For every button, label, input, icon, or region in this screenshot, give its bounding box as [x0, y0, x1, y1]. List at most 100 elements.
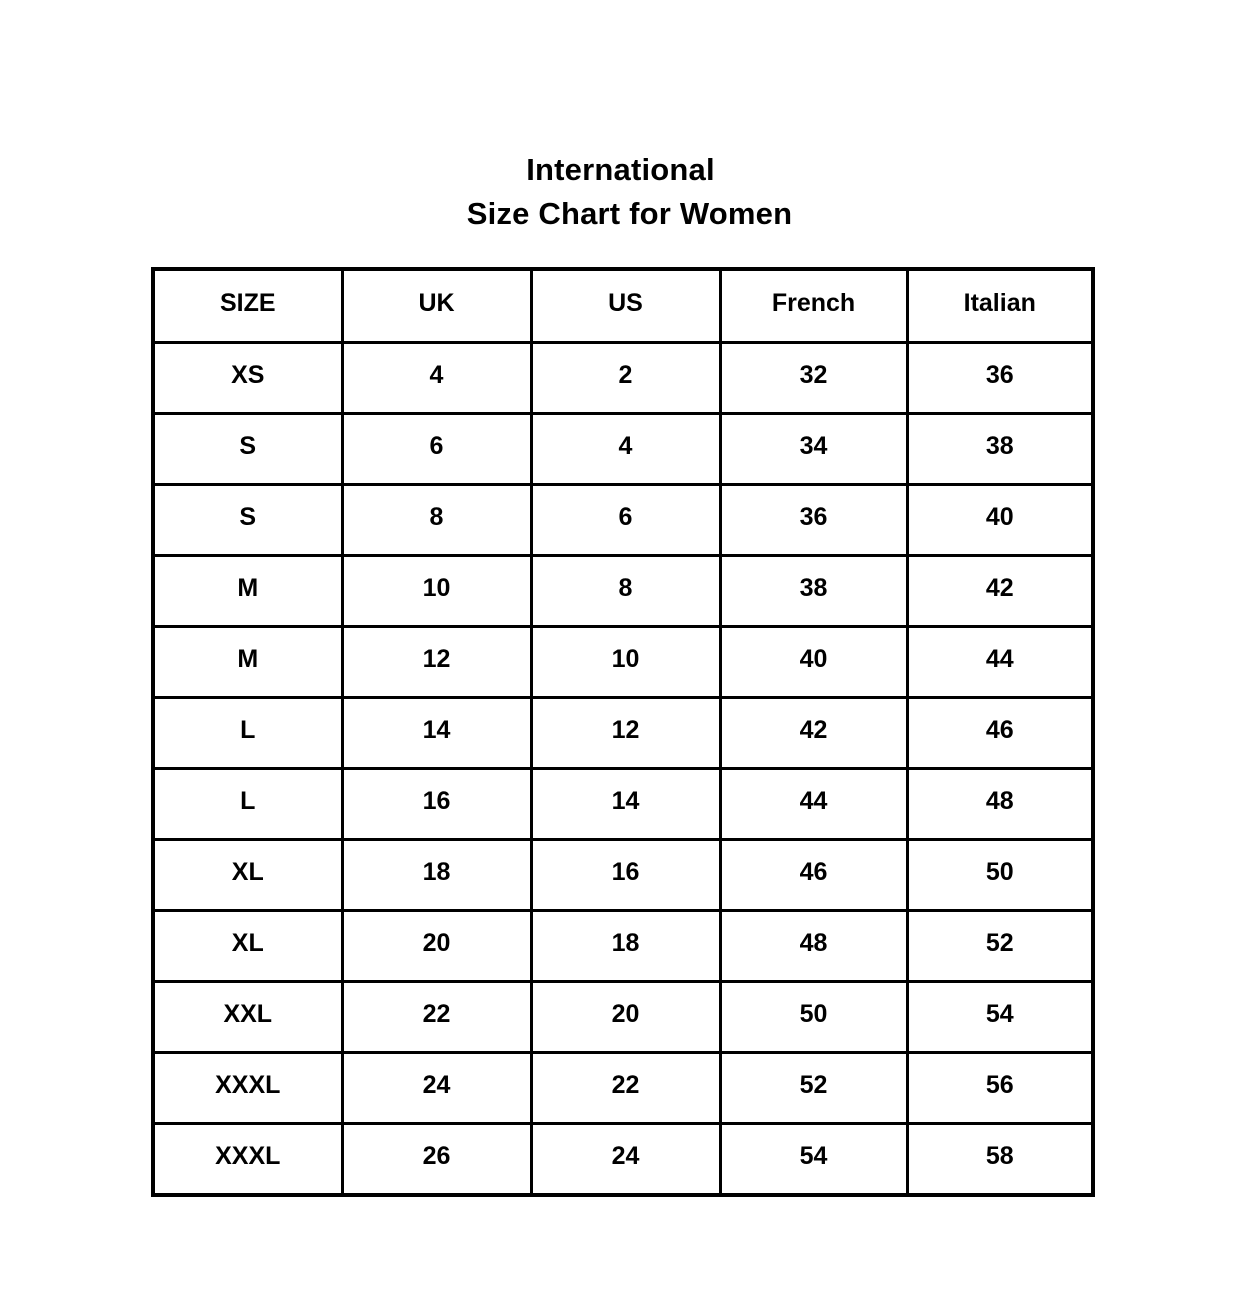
- column-header-french-label: French: [771, 288, 856, 317]
- cell-size: XL: [151, 909, 344, 983]
- cell-size-value: L: [240, 715, 256, 744]
- cell-us-value: 16: [611, 857, 640, 886]
- cell-italian-value: 48: [985, 786, 1014, 815]
- cell-italian-value: 56: [985, 1070, 1014, 1099]
- cell-us: 24: [529, 1122, 722, 1197]
- cell-uk: 8: [340, 483, 533, 557]
- cell-size: L: [151, 696, 344, 770]
- size-chart-table-container: SIZE UK US French Italian: [151, 267, 1095, 1197]
- cell-us-value: 8: [618, 573, 633, 602]
- cell-french: 42: [718, 696, 909, 770]
- cell-size-value: XXL: [223, 999, 273, 1028]
- cell-us-value: 10: [611, 644, 640, 673]
- cell-italian: 36: [905, 341, 1095, 415]
- cell-size: XS: [151, 341, 344, 415]
- cell-italian: 38: [905, 412, 1095, 486]
- cell-uk-value: 22: [422, 999, 451, 1028]
- cell-uk: 20: [340, 909, 533, 983]
- cell-uk: 24: [340, 1051, 533, 1125]
- cell-uk-value: 20: [422, 928, 451, 957]
- cell-italian-value: 36: [985, 360, 1014, 389]
- cell-us: 8: [529, 554, 722, 628]
- column-header-us-label: US: [608, 288, 643, 317]
- cell-french-value: 48: [799, 928, 828, 957]
- cell-us-value: 24: [611, 1141, 640, 1170]
- cell-french-value: 52: [799, 1070, 828, 1099]
- cell-size-value: L: [240, 786, 256, 815]
- cell-italian-value: 40: [985, 502, 1014, 531]
- table-row: XXXL 26 24 54 58: [151, 1122, 1095, 1197]
- cell-size: XXL: [151, 980, 344, 1054]
- cell-us: 10: [529, 625, 722, 699]
- cell-italian-value: 54: [985, 999, 1014, 1028]
- cell-uk: 22: [340, 980, 533, 1054]
- cell-us-value: 18: [611, 928, 640, 957]
- cell-italian-value: 42: [985, 573, 1014, 602]
- table-row: XXXL 24 22 52 56: [151, 1051, 1095, 1125]
- cell-size: XXXL: [151, 1122, 344, 1197]
- column-header-us: US: [529, 267, 722, 344]
- cell-french: 54: [718, 1122, 909, 1197]
- cell-us-value: 14: [611, 786, 640, 815]
- cell-size: M: [151, 554, 344, 628]
- cell-size-value: M: [237, 644, 259, 673]
- cell-french-value: 50: [799, 999, 828, 1028]
- table-row: S 8 6 36 40: [151, 483, 1095, 557]
- cell-italian-value: 58: [985, 1141, 1014, 1170]
- cell-uk-value: 18: [422, 857, 451, 886]
- size-chart-table: SIZE UK US French Italian: [151, 267, 1095, 1197]
- cell-uk: 14: [340, 696, 533, 770]
- column-header-size: SIZE: [151, 267, 344, 344]
- cell-french-value: 44: [799, 786, 828, 815]
- cell-uk: 6: [340, 412, 533, 486]
- table-row: M 12 10 40 44: [151, 625, 1095, 699]
- cell-italian: 56: [905, 1051, 1095, 1125]
- cell-french-value: 34: [799, 431, 828, 460]
- cell-uk: 12: [340, 625, 533, 699]
- table-row: S 6 4 34 38: [151, 412, 1095, 486]
- cell-uk-value: 8: [429, 502, 444, 531]
- cell-uk-value: 4: [429, 360, 444, 389]
- cell-us-value: 2: [618, 360, 633, 389]
- cell-uk: 10: [340, 554, 533, 628]
- cell-french: 38: [718, 554, 909, 628]
- cell-french-value: 42: [799, 715, 828, 744]
- cell-french-value: 32: [799, 360, 828, 389]
- table-row: XL 18 16 46 50: [151, 838, 1095, 912]
- cell-french: 40: [718, 625, 909, 699]
- cell-italian: 52: [905, 909, 1095, 983]
- cell-us: 12: [529, 696, 722, 770]
- cell-us: 2: [529, 341, 722, 415]
- cell-size-value: XL: [231, 857, 264, 886]
- cell-french: 36: [718, 483, 909, 557]
- column-header-french: French: [718, 267, 909, 344]
- cell-italian-value: 44: [985, 644, 1014, 673]
- cell-size: L: [151, 767, 344, 841]
- cell-french-value: 38: [799, 573, 828, 602]
- cell-us: 18: [529, 909, 722, 983]
- cell-italian-value: 46: [985, 715, 1014, 744]
- cell-size-value: XL: [231, 928, 264, 957]
- table-header: SIZE UK US French Italian: [151, 267, 1095, 344]
- cell-italian: 50: [905, 838, 1095, 912]
- table-row: L 16 14 44 48: [151, 767, 1095, 841]
- page-title-line-2: Size Chart for Women: [466, 196, 793, 231]
- cell-uk-value: 16: [422, 786, 451, 815]
- cell-us-value: 20: [611, 999, 640, 1028]
- cell-french-value: 40: [799, 644, 828, 673]
- cell-french-value: 46: [799, 857, 828, 886]
- cell-size-value: S: [239, 502, 257, 531]
- cell-italian-value: 50: [985, 857, 1014, 886]
- cell-italian: 54: [905, 980, 1095, 1054]
- cell-us-value: 4: [618, 431, 633, 460]
- cell-uk: 18: [340, 838, 533, 912]
- cell-italian: 46: [905, 696, 1095, 770]
- cell-uk-value: 12: [422, 644, 451, 673]
- table-body: XS 4 2 32 36 S 6 4 34 38 S 8 6 36: [151, 341, 1095, 1197]
- cell-us: 14: [529, 767, 722, 841]
- cell-french: 48: [718, 909, 909, 983]
- cell-italian: 58: [905, 1122, 1095, 1197]
- page-title-line-1: International: [526, 152, 715, 187]
- column-header-uk: UK: [340, 267, 533, 344]
